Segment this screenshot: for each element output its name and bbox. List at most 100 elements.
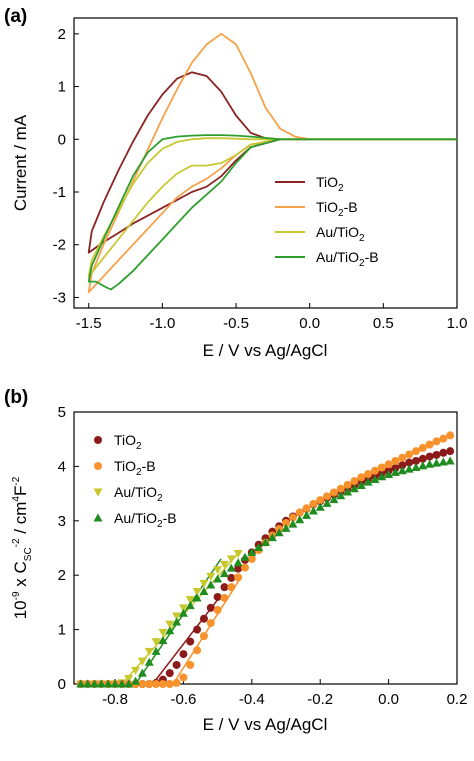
panel-b-point	[411, 456, 420, 465]
panel-b-point	[240, 563, 249, 572]
panel-b-y-tick-label: 3	[58, 513, 66, 530]
panel-b-point	[144, 657, 154, 666]
panel-b-point	[377, 463, 386, 472]
panel-a-series-line-3	[87, 134, 457, 291]
panel-b-point	[192, 593, 202, 602]
panel-b-legend-label: Au/TiO2-B	[114, 510, 177, 530]
panel-b-point	[165, 620, 175, 629]
panel-b-point	[219, 560, 229, 569]
panel-b-point	[158, 628, 168, 637]
panel-b-point	[193, 625, 202, 634]
panel-b-point	[199, 614, 208, 623]
panel-b-point	[267, 533, 277, 542]
panel-b-point	[282, 518, 291, 527]
panel-b-x-tick-label: -0.2	[307, 691, 333, 708]
panel-b-point	[404, 464, 414, 473]
panel-b-point	[357, 473, 366, 482]
panel-b-point	[370, 466, 379, 475]
panel-b-point	[425, 459, 435, 468]
panel-a-series-line-1	[87, 32, 457, 294]
panel-a-y-tick-label: 2	[58, 26, 66, 43]
panel-b-point	[110, 679, 120, 688]
panel-b-point	[405, 450, 414, 459]
panel-b-legend-marker	[94, 436, 102, 444]
panel-a: (a) -3 -2 -1 0 1 2 -1.5 -1.0 -0.5 0.0 0.5 1.0 E / …	[4, 6, 467, 360]
panel-a-y-tick-labels: -3 -2 -1 0 1 2	[53, 26, 66, 307]
panel-b-point	[432, 450, 441, 459]
panel-b-point	[364, 470, 373, 479]
panel-b-point	[343, 480, 352, 489]
panel-b-x-tick-labels: -0.8 -0.6 -0.4 -0.2 0.0 0.2	[102, 691, 467, 708]
panel-b-point	[213, 592, 222, 601]
panel-b-point	[158, 635, 168, 644]
panel-b-point	[288, 519, 298, 528]
panel-b-point	[213, 574, 223, 583]
panel-b-point	[185, 601, 195, 610]
panel-b-point	[418, 461, 428, 470]
panel-a-x-tick-label: -1.5	[76, 315, 102, 332]
panel-a-legend-label: Au/TiO2	[316, 224, 365, 244]
panel-b-point	[186, 637, 195, 646]
panel-a-series	[87, 32, 457, 294]
panel-b-x-tick-label: -0.4	[239, 691, 265, 708]
panel-b-point	[349, 484, 359, 493]
panel-b-point	[350, 477, 359, 486]
panel-b-point	[254, 542, 264, 551]
panel-b-point	[206, 572, 216, 581]
panel-b-point	[179, 650, 188, 659]
panel-b-point	[431, 458, 441, 467]
panel-a-frame	[73, 17, 458, 309]
panel-b-y-tick-label: 0	[58, 676, 66, 693]
panel-b-point	[124, 679, 134, 688]
panel-b-point	[391, 456, 400, 465]
panel-b-point	[446, 431, 455, 440]
panel-b-point	[234, 573, 243, 582]
panel-b-point	[178, 604, 188, 613]
panel-b-point	[240, 552, 250, 561]
panel-b-fit-line	[172, 575, 243, 685]
panel-b-y-tick-label: 4	[58, 458, 66, 475]
panel-a-legend-label: TiO2-B	[316, 199, 358, 219]
panel-b-point	[309, 499, 318, 508]
panel-b-point	[233, 558, 243, 567]
panel-b-point	[206, 580, 216, 589]
panel-b-point	[144, 647, 154, 656]
panel-b-y-tick-label: 2	[58, 567, 66, 584]
panel-b-point	[336, 484, 345, 493]
panel-b-point	[438, 457, 448, 466]
panel-b-point	[165, 680, 174, 688]
panel-a-x-tick-label: 0.5	[373, 315, 394, 332]
panel-b-x-tick-label: -0.8	[102, 691, 128, 708]
panel-b-point	[219, 569, 229, 578]
panel-b-point	[131, 666, 141, 675]
panel-a-x-tick-label: 1.0	[447, 315, 468, 332]
panel-b-point	[234, 564, 243, 573]
panel-b-legend-label: TiO2	[114, 432, 142, 452]
panel-b-point	[398, 453, 407, 462]
panel-b-point	[152, 680, 161, 688]
panel-b-point	[186, 660, 195, 669]
panel-b-point	[316, 496, 325, 505]
panel-b-point	[151, 646, 161, 655]
panel-b-point	[103, 679, 113, 688]
panel-b-point	[137, 668, 147, 677]
panel-b-point	[390, 467, 400, 476]
panel-b-legend-label: TiO2-B	[114, 458, 156, 478]
panel-b-point	[220, 594, 229, 603]
panel-b-point	[329, 495, 339, 504]
panel-b-fit-line	[152, 599, 219, 685]
panel-b-point	[432, 437, 441, 446]
panel-b-point	[384, 460, 393, 469]
panel-b-xlabel: E / V vs Ag/AgCl	[203, 715, 328, 734]
panel-b-point	[193, 646, 202, 655]
panel-a-y-tick-label: -2	[53, 237, 66, 254]
panel-b-point	[151, 638, 161, 647]
panel-b-point	[247, 554, 256, 563]
panel-b-point	[398, 461, 407, 470]
panel-b-point	[165, 626, 175, 635]
panel-b-point	[425, 452, 434, 461]
panel-b-point	[295, 515, 305, 524]
panel-b-point	[295, 508, 304, 517]
panel-b-point	[137, 657, 147, 666]
panel-b-point	[172, 678, 181, 687]
